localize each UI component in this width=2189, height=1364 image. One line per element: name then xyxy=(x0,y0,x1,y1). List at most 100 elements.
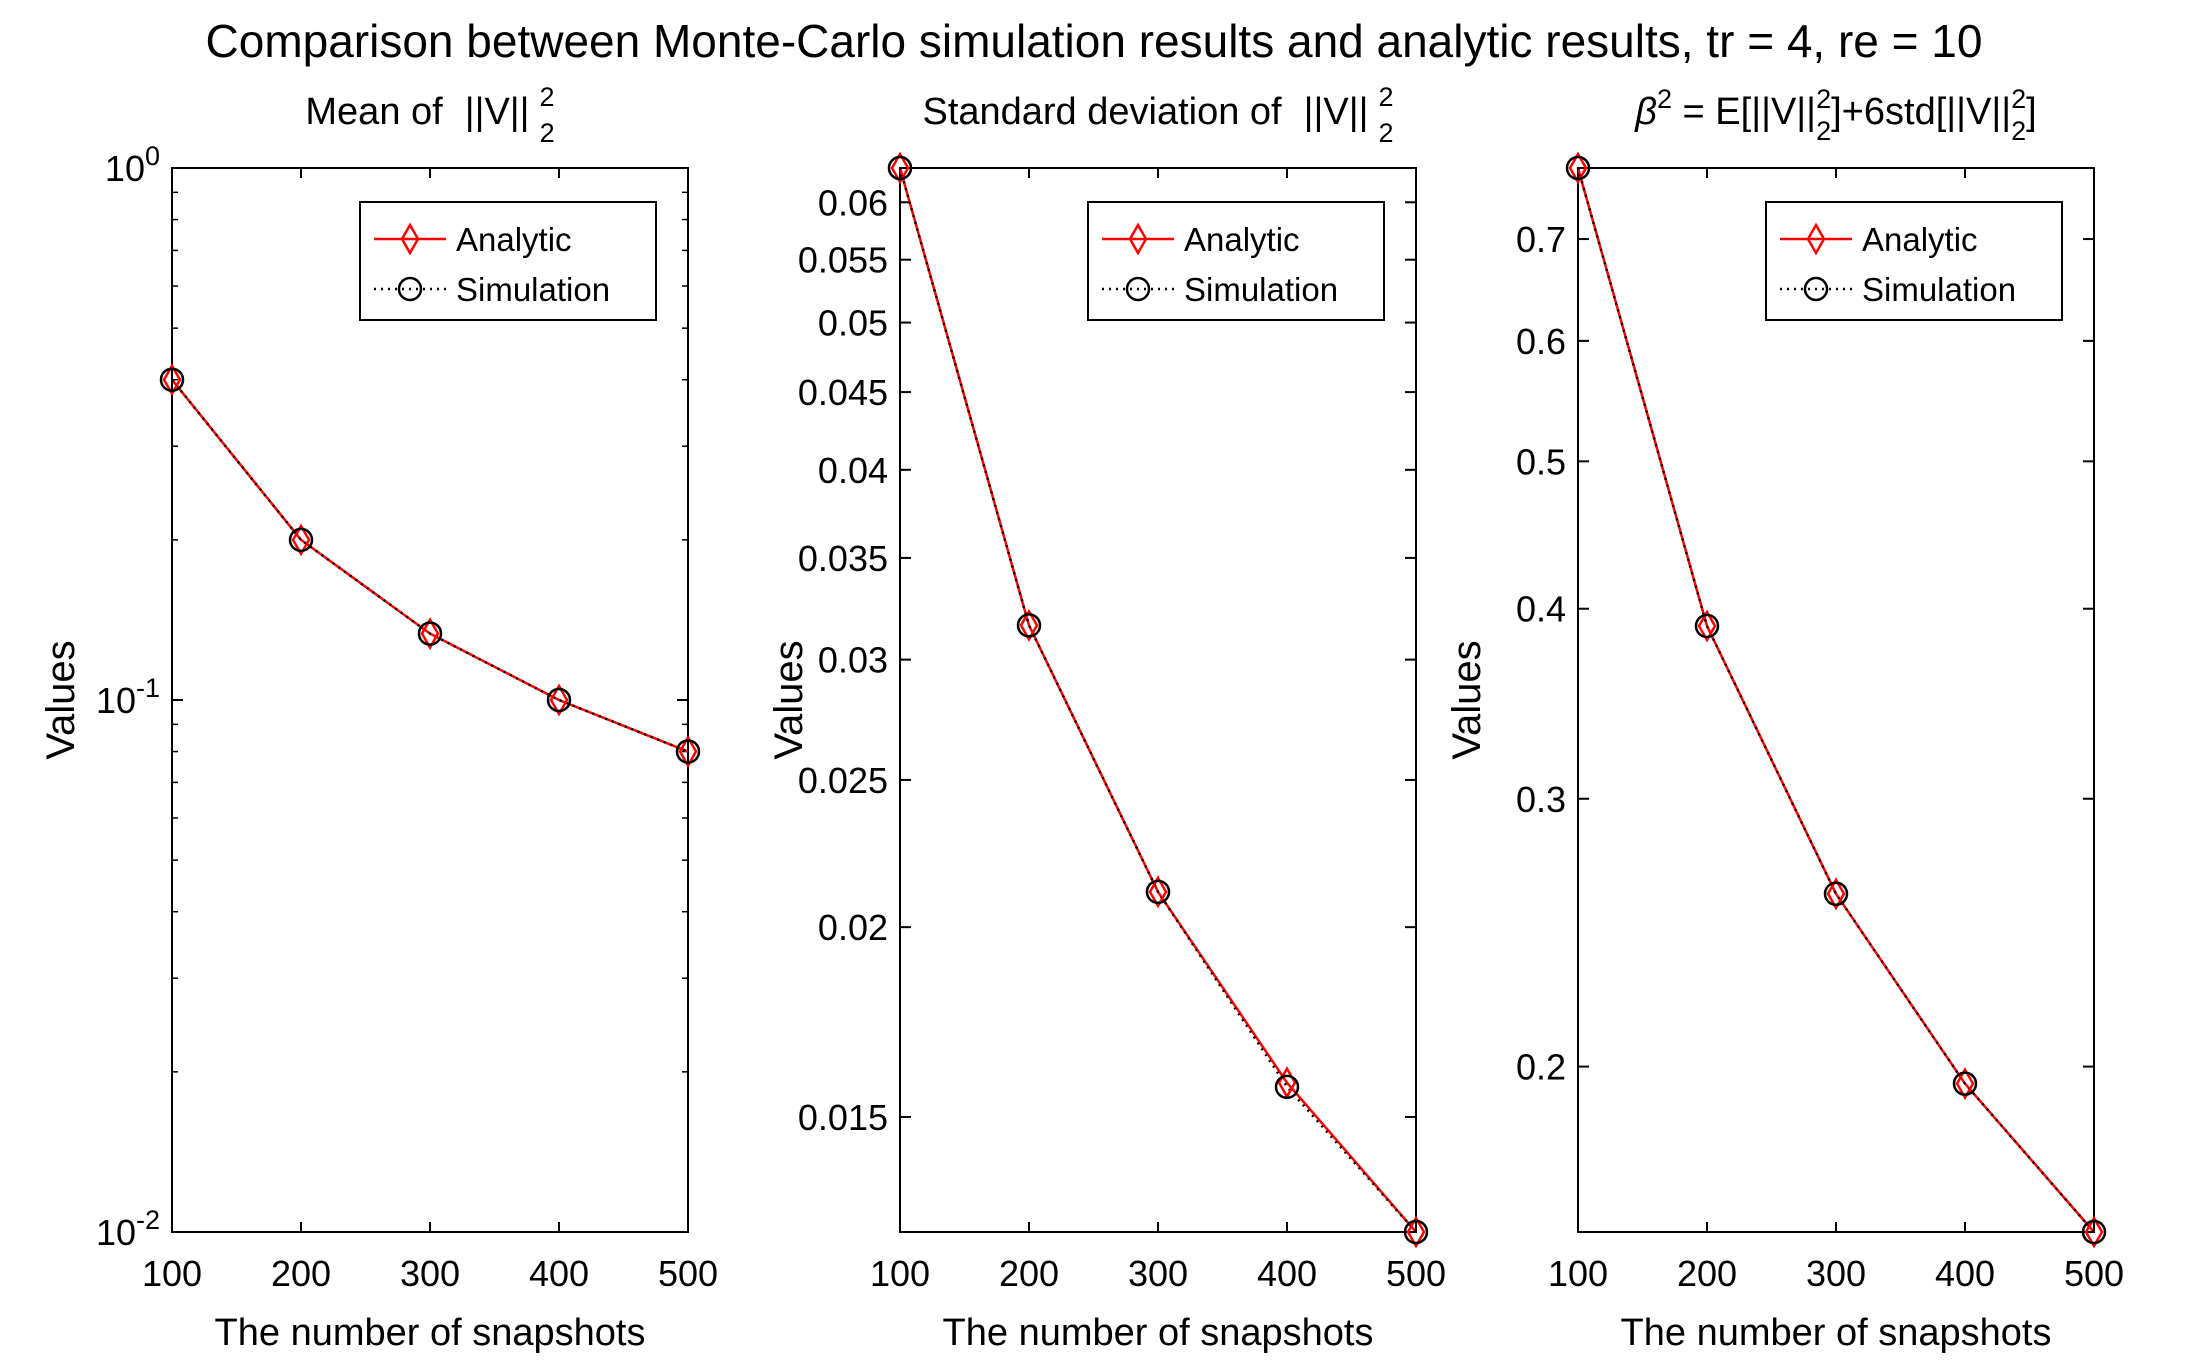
legend-analytic-marker xyxy=(1128,222,1148,256)
title-norm: ||V|| xyxy=(1751,91,1816,133)
x-tick-label: 100 xyxy=(870,1253,930,1294)
legend: Analytic Simulation xyxy=(1765,201,2063,321)
simulation-point xyxy=(887,155,913,181)
title-subscript: 2 xyxy=(540,118,555,148)
y-tick-label: 0.2 xyxy=(1516,1047,1566,1088)
y-axis-label: Values xyxy=(767,640,811,759)
simulation-point xyxy=(1403,1219,1429,1245)
x-tick-label: 400 xyxy=(1935,1253,1995,1294)
series-simulation-line xyxy=(171,378,689,753)
title-superscript: 2 xyxy=(1657,84,1672,114)
y-tick-label: 0.3 xyxy=(1516,779,1566,820)
x-tick-label: 300 xyxy=(1806,1253,1866,1294)
simulation-point xyxy=(288,527,314,553)
legend: Analytic Simulation xyxy=(359,201,657,321)
simulation-point xyxy=(1016,613,1042,638)
legend-simulation-marker xyxy=(397,276,423,302)
title-text: Standard deviation of xyxy=(922,91,1282,133)
legend-label-analytic: Analytic xyxy=(1862,221,1978,258)
simulation-point xyxy=(1565,155,1591,181)
y-tick-label: 0.6 xyxy=(1516,321,1566,362)
y-tick-label: 0.06 xyxy=(818,182,888,223)
x-tick-label: 500 xyxy=(1386,1253,1446,1294)
panel-title: β2 = E[||V||2 2]+6std[||V||2 2] xyxy=(1634,84,2036,146)
title-text: = E[ xyxy=(1672,91,1752,133)
title-superscript: 2 xyxy=(540,82,555,112)
title-norm: ||V|| xyxy=(1946,91,2011,133)
simulation-point xyxy=(546,687,572,713)
simulation-point xyxy=(675,739,701,764)
legend-label-simulation: Simulation xyxy=(1184,271,1338,308)
y-axis-label: Values xyxy=(39,640,83,759)
y-tick-label: 0.015 xyxy=(798,1097,888,1138)
simulation-point xyxy=(1952,1071,1978,1096)
y-tick-label: 0.4 xyxy=(1516,589,1566,630)
y-tick-label: 0.5 xyxy=(1516,441,1566,482)
x-axis-label: The number of snapshots xyxy=(1621,1312,2052,1354)
y-tick-label: 0.05 xyxy=(818,303,888,344)
y-tick-label: 0.055 xyxy=(798,240,888,281)
y-tick-label: 0.02 xyxy=(818,907,888,948)
x-tick-label: 300 xyxy=(400,1253,460,1294)
y-tick-exponent: 0 xyxy=(145,141,160,171)
x-tick-label: 100 xyxy=(1548,1253,1608,1294)
analytic-point xyxy=(890,151,910,185)
legend-analytic-marker xyxy=(1806,222,1826,256)
title-superscript: 2 xyxy=(1378,82,1393,112)
panel-title: Mean of ||V|| 2 2 xyxy=(305,82,554,148)
y-tick-label: 0.035 xyxy=(798,538,888,579)
y-tick-base: 10 xyxy=(105,148,145,189)
simulation-point xyxy=(417,621,443,646)
analytic-point xyxy=(1955,1067,1975,1101)
y-tick-label: 10-1 xyxy=(96,673,160,721)
title-subscript: 2 xyxy=(1379,118,1394,148)
x-tick-label: 500 xyxy=(2064,1253,2124,1294)
legend-label-simulation: Simulation xyxy=(1862,271,2016,308)
y-tick-label: 0.03 xyxy=(818,640,888,681)
x-tick-label: 400 xyxy=(1257,1253,1317,1294)
title-subscript: 2 xyxy=(2011,116,2026,146)
x-tick-label: 400 xyxy=(529,1253,589,1294)
x-tick-label: 500 xyxy=(658,1253,718,1294)
simulation-point xyxy=(1694,613,1720,639)
y-tick-exponent: -2 xyxy=(136,1205,160,1235)
title-text: ]+6std[ xyxy=(1831,91,1947,133)
legend: Analytic Simulation xyxy=(1087,201,1385,321)
analytic-point xyxy=(162,363,182,397)
analytic-point xyxy=(1826,877,1846,911)
series-analytic-line xyxy=(1576,167,2095,1233)
panel-2: 100 200 300 400 500 0.06 0.055 0.05 0.045 0.04 0.0… xyxy=(767,82,1446,1354)
analytic-point xyxy=(1697,609,1717,643)
analytic-point xyxy=(1148,875,1168,909)
analytic-point xyxy=(678,735,698,769)
y-tick-base: 10 xyxy=(96,680,136,721)
legend-label-simulation: Simulation xyxy=(456,271,610,308)
series-simulation-line xyxy=(898,167,1417,1233)
x-axis-label: The number of snapshots xyxy=(215,1312,646,1354)
title-superscript: 2 xyxy=(1816,84,1831,114)
panel-title: Standard deviation of ||V|| 2 2 xyxy=(922,82,1393,148)
simulation-point xyxy=(1274,1074,1300,1100)
y-tick-label: 0.045 xyxy=(798,372,888,413)
analytic-point xyxy=(291,523,311,557)
simulation-point xyxy=(1145,879,1171,905)
title-text: ] xyxy=(2026,91,2037,133)
legend-simulation-marker xyxy=(1803,276,1829,302)
y-tick-base: 10 xyxy=(96,1212,136,1253)
analytic-point xyxy=(1568,151,1588,185)
y-tick-label: 0.7 xyxy=(1516,219,1566,260)
y-tick-label: 0.025 xyxy=(798,760,888,801)
title-beta: β xyxy=(1634,91,1657,133)
x-axis-label: The number of snapshots xyxy=(943,1312,1374,1354)
x-tick-label: 200 xyxy=(999,1253,1059,1294)
legend-label-analytic: Analytic xyxy=(456,221,572,258)
x-tick-label: 300 xyxy=(1128,1253,1188,1294)
analytic-point xyxy=(1019,608,1039,642)
y-tick-label: 0.04 xyxy=(818,450,888,491)
legend-label-analytic: Analytic xyxy=(1184,221,1300,258)
title-subscript: 2 xyxy=(1816,116,1831,146)
y-tick-label: 100 xyxy=(105,141,160,189)
legend-simulation-marker xyxy=(1125,276,1151,302)
